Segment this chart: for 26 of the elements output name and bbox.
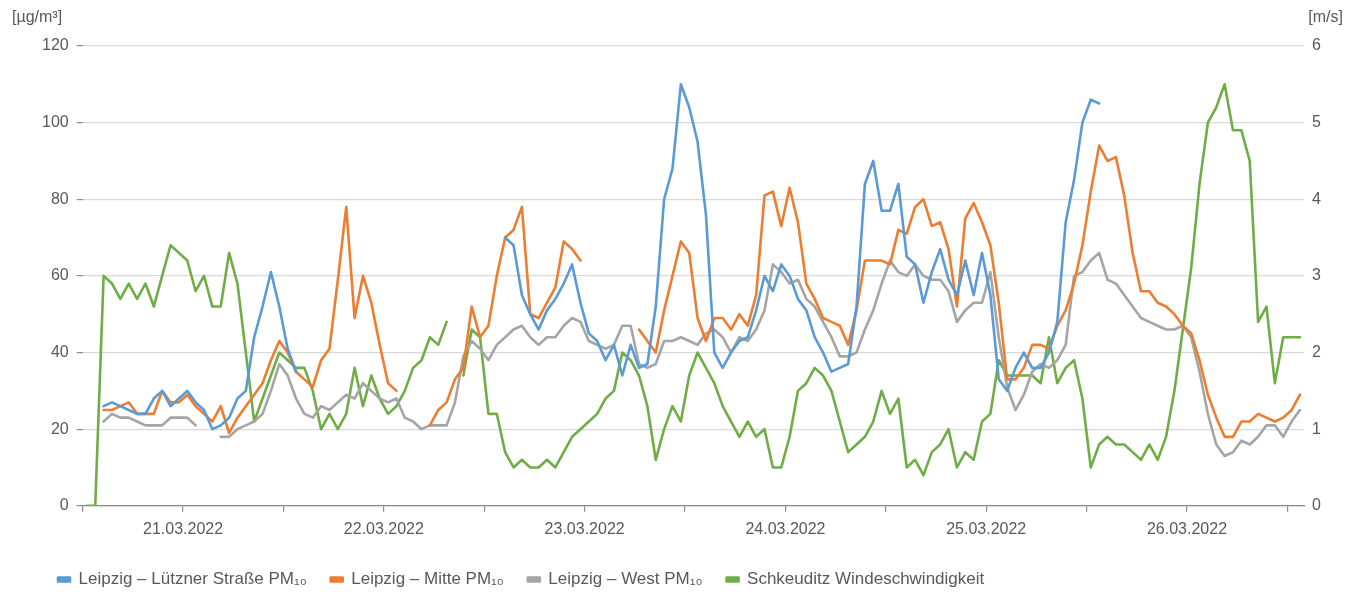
y-tick-label: 0 — [59, 496, 69, 514]
legend-label: Schkeuditz Windeschwindigkeit — [747, 569, 985, 589]
y-axis-title: [µg/m³] — [12, 8, 63, 25]
y-tick-label: 100 — [41, 113, 69, 131]
y-tick-label: 80 — [50, 189, 69, 207]
y2-tick-label: 4 — [1312, 189, 1322, 207]
y2-tick-label: 6 — [1312, 36, 1322, 54]
x-tick-label: 25.03.2022 — [946, 519, 1027, 537]
y2-tick-label: 1 — [1312, 419, 1322, 437]
x-tick-label: 24.03.2022 — [745, 519, 826, 537]
y2-tick-label: 3 — [1312, 266, 1322, 284]
y-tick-label: 120 — [41, 36, 69, 54]
x-tick-label: 23.03.2022 — [544, 519, 625, 537]
y2-tick-label: 2 — [1312, 342, 1322, 360]
x-tick-label: 21.03.2022 — [143, 519, 224, 537]
y2-tick-label: 0 — [1312, 496, 1322, 514]
legend-label: Leipzig – Lützner Straße PM₁₀ — [78, 569, 307, 589]
legend-label: Leipzig – West PM₁₀ — [548, 569, 703, 589]
legend-label: Leipzig – Mitte PM₁₀ — [351, 569, 504, 589]
x-tick-label: 26.03.2022 — [1146, 519, 1228, 537]
y-tick-label: 40 — [50, 342, 69, 360]
y2-tick-label: 5 — [1312, 113, 1322, 131]
y-tick-label: 20 — [50, 419, 69, 437]
x-tick-label: 22.03.2022 — [343, 519, 424, 537]
y-tick-label: 60 — [50, 266, 69, 284]
y2-axis-title: [m/s] — [1308, 8, 1343, 25]
